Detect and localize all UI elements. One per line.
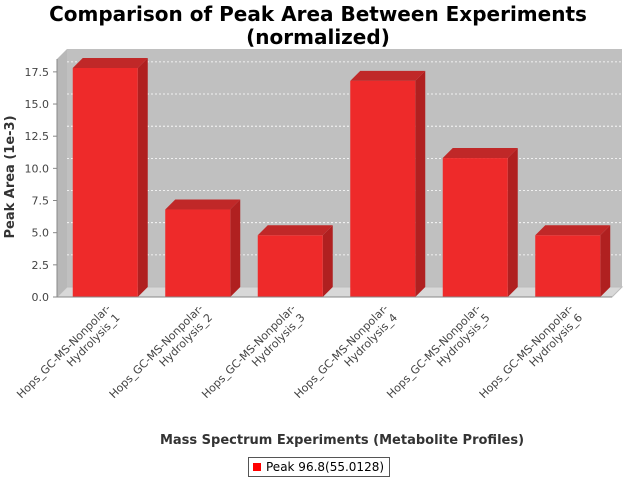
bar <box>72 58 148 298</box>
y-tick-label: 15.0 <box>25 98 50 111</box>
x-tick-label: Hops_GC-MS-Nonpolar-Hydrolysis_4 <box>292 302 400 401</box>
y-tick-label: 10.0 <box>25 162 50 175</box>
y-axis-label: Peak Area (1e-3) <box>3 115 18 238</box>
chart-title: Comparison of Peak Area Between Experime… <box>49 2 587 26</box>
bar-front <box>442 158 508 297</box>
bar-side <box>600 225 611 297</box>
bar <box>257 225 333 297</box>
x-tick-label-line: Hops_GC-MS-Nonpolar- <box>199 302 298 401</box>
legend-swatch <box>253 463 261 471</box>
y-tick-label: 5.0 <box>32 227 50 240</box>
x-tick-label: Hops_GC-MS-Nonpolar-Hydrolysis_1 <box>14 302 122 401</box>
y-tick-label: 2.5 <box>32 259 50 272</box>
bar-top <box>165 199 241 210</box>
x-tick-label: Hops_GC-MS-Nonpolar-Hydrolysis_5 <box>384 302 492 401</box>
bar-front <box>350 80 416 297</box>
x-tick-label-line: Hops_GC-MS-Nonpolar- <box>292 302 391 401</box>
legend: Peak 96.8(55.0128) <box>248 457 391 477</box>
grid-lines <box>67 61 622 256</box>
x-tick-label-line: Hops_GC-MS-Nonpolar- <box>384 302 483 401</box>
bar <box>165 199 241 297</box>
chart-subtitle: (normalized) <box>246 25 390 49</box>
bar-front <box>535 235 601 297</box>
bar-top <box>442 148 518 159</box>
bar-front <box>165 209 231 297</box>
x-tick-label: Hops_GC-MS-Nonpolar-Hydrolysis_6 <box>477 302 585 401</box>
y-tick-label: 17.5 <box>25 66 50 79</box>
bar-side <box>322 225 333 297</box>
x-tick-label: Hops_GC-MS-Nonpolar-Hydrolysis_3 <box>199 302 307 401</box>
x-tick-label-line: Hops_GC-MS-Nonpolar- <box>107 302 206 401</box>
bar-top <box>535 225 611 236</box>
legend-series-name: Peak 96.8(55.0128) <box>266 460 385 474</box>
bar-top <box>257 225 333 236</box>
bar-front <box>72 68 138 297</box>
y-tick-label: 0.0 <box>32 291 50 304</box>
y-axis: 0.0 2.5 5.0 7.5 10.0 12.5 15.0 17.5 <box>25 59 58 304</box>
x-tick-label: Hops_GC-MS-Nonpolar-Hydrolysis_2 <box>107 302 215 401</box>
bars <box>72 58 611 298</box>
bar <box>535 225 611 297</box>
y-tick-label: 12.5 <box>25 130 50 143</box>
bar-top <box>72 58 148 69</box>
bar <box>442 148 518 297</box>
bar-side <box>507 148 518 297</box>
y-tick-label: 7.5 <box>32 195 50 208</box>
bar-side <box>415 70 426 297</box>
bar-top <box>350 70 426 81</box>
x-tick-label-line: Hops_GC-MS-Nonpolar- <box>477 302 576 401</box>
bar-side <box>137 58 148 298</box>
plot-left-wall <box>57 49 67 297</box>
bar <box>350 70 426 297</box>
x-tick-label-line: Hops_GC-MS-Nonpolar- <box>14 302 113 401</box>
x-axis-label: Mass Spectrum Experiments (Metabolite Pr… <box>160 433 524 448</box>
x-axis: Hops_GC-MS-Nonpolar-Hydrolysis_1Hops_GC-… <box>14 296 612 401</box>
bar-side <box>230 199 241 297</box>
bar-front <box>257 235 323 297</box>
